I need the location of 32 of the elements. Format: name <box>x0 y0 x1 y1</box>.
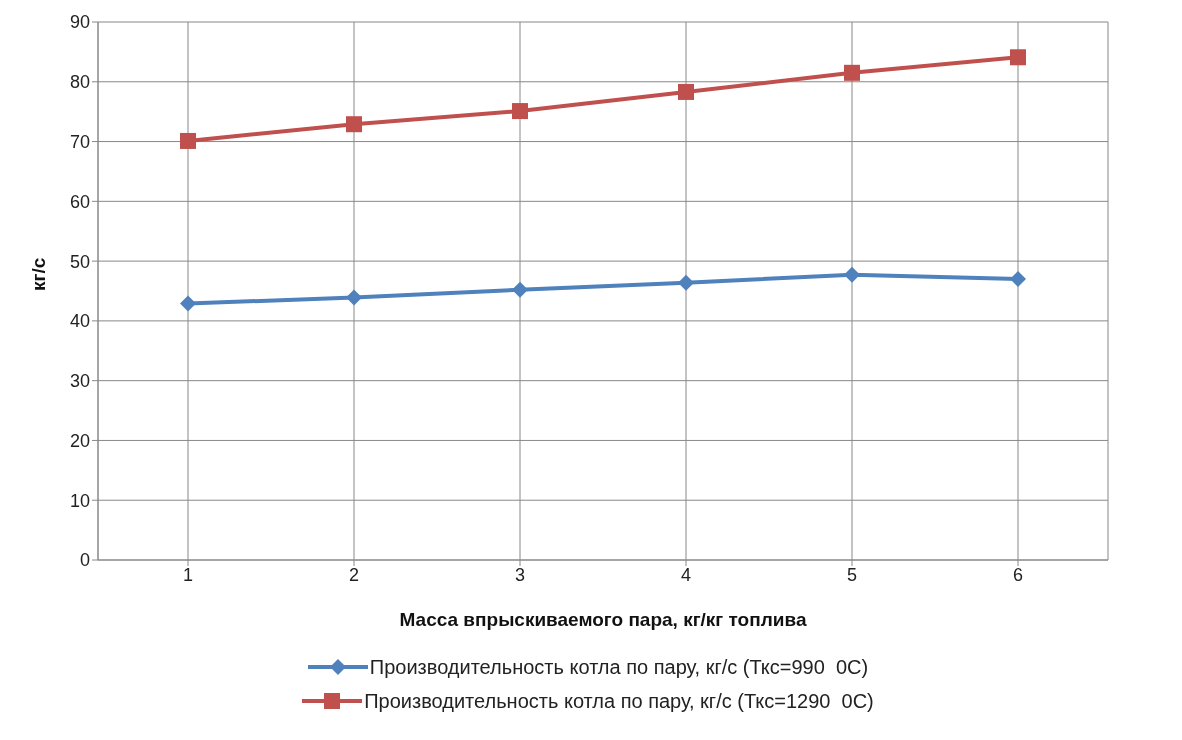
y-tick-label: 60 <box>69 191 90 212</box>
y-tick-label: 90 <box>69 12 90 33</box>
y-axis-title: кг/с <box>27 257 49 291</box>
point <box>844 266 860 283</box>
x-tick-label: 3 <box>514 564 526 585</box>
point <box>512 103 528 120</box>
y-tick-label: 0 <box>79 550 90 571</box>
point <box>844 64 860 81</box>
x-tick-label: 5 <box>846 564 858 585</box>
x-tick-label: 4 <box>680 564 692 585</box>
x-tick-label: 1 <box>182 564 194 585</box>
x-tick-label: 6 <box>1012 564 1024 585</box>
legend-label: Производительность котла по пару, кг/с (Ткс=990 0С) <box>369 655 869 680</box>
point <box>1010 49 1026 66</box>
point <box>346 289 362 306</box>
point <box>346 116 362 133</box>
y-tick-label: 30 <box>69 371 90 392</box>
y-tick-label: 20 <box>69 430 90 451</box>
point <box>180 132 196 149</box>
y-tick-label: 70 <box>69 131 90 152</box>
x-axis-title: Масса впрыскиваемого пара, кг/кг топлива <box>399 609 807 630</box>
point <box>512 281 528 298</box>
y-tick-label: 40 <box>69 311 90 332</box>
legend-label: Производительность котла по пару, кг/с (Ткс=1290 0С) <box>364 689 874 714</box>
point <box>180 295 196 312</box>
y-tick-label: 50 <box>69 251 90 272</box>
x-tick-label: 2 <box>348 564 360 585</box>
point <box>678 274 694 291</box>
y-tick-label: 80 <box>69 72 90 93</box>
y-tick-label: 10 <box>69 490 90 511</box>
point <box>1010 271 1026 288</box>
point <box>678 83 694 100</box>
